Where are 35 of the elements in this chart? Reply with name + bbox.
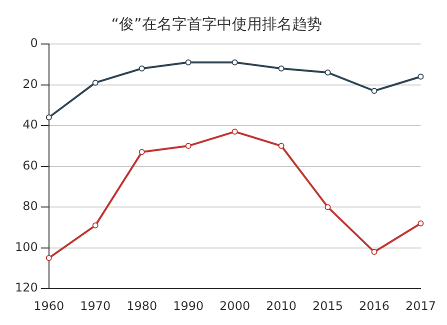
point bbox=[232, 59, 238, 66]
x-tick-label: 1970 bbox=[80, 298, 111, 313]
point bbox=[324, 204, 331, 210]
x-tick-label: 1980 bbox=[126, 298, 158, 313]
point bbox=[418, 220, 424, 226]
y-tick-label: 0 bbox=[30, 36, 38, 50]
point bbox=[324, 70, 331, 76]
point bbox=[371, 88, 378, 94]
point bbox=[46, 255, 52, 262]
x-tick-label: 1960 bbox=[34, 298, 64, 313]
point bbox=[278, 142, 284, 149]
point bbox=[418, 74, 424, 80]
y-tick-label: 120 bbox=[15, 280, 38, 295]
point bbox=[371, 248, 378, 255]
point bbox=[46, 114, 52, 120]
y-tick-label: 20 bbox=[22, 76, 38, 91]
point bbox=[138, 65, 145, 72]
point bbox=[185, 59, 192, 66]
y-tick-label: 60 bbox=[22, 158, 38, 172]
point bbox=[278, 65, 284, 72]
x-tick-label: 1990 bbox=[173, 298, 204, 313]
point bbox=[232, 128, 238, 135]
point bbox=[185, 142, 192, 149]
x-tick-label: 2000 bbox=[220, 298, 250, 313]
y-tick-label: 80 bbox=[22, 199, 38, 214]
chart-title: “俊”在名字首字中使用排名趋势 bbox=[111, 14, 322, 33]
point bbox=[92, 80, 98, 86]
y-tick-label: 40 bbox=[22, 118, 38, 132]
point bbox=[92, 222, 98, 228]
x-tick-label: 2016 bbox=[358, 298, 390, 313]
point bbox=[138, 149, 145, 156]
x-tick-label: 2010 bbox=[266, 298, 297, 313]
x-tick-label: 2015 bbox=[312, 298, 344, 313]
y-tick-label: 100 bbox=[15, 240, 38, 254]
x-tick-label: 2017 bbox=[405, 298, 436, 313]
